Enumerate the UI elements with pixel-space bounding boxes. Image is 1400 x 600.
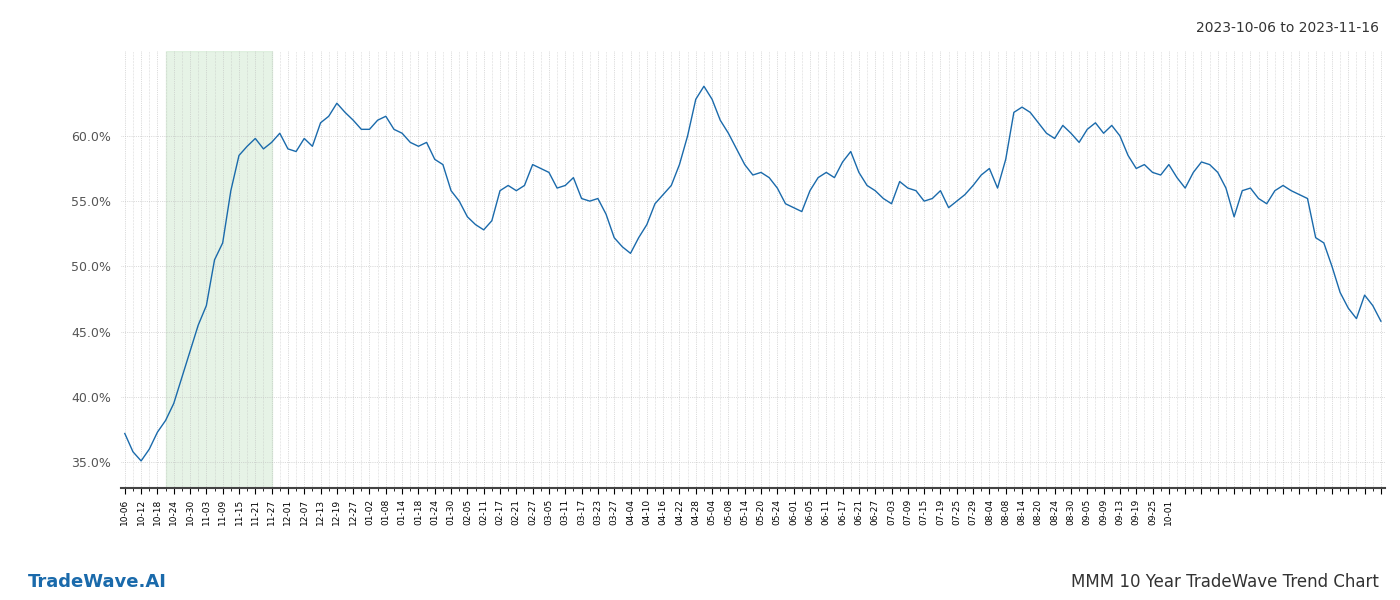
Text: 2023-10-06 to 2023-11-16: 2023-10-06 to 2023-11-16 [1196, 21, 1379, 35]
Text: MMM 10 Year TradeWave Trend Chart: MMM 10 Year TradeWave Trend Chart [1071, 573, 1379, 591]
Bar [165, 51, 272, 488]
Text: TradeWave.AI: TradeWave.AI [28, 573, 167, 591]
